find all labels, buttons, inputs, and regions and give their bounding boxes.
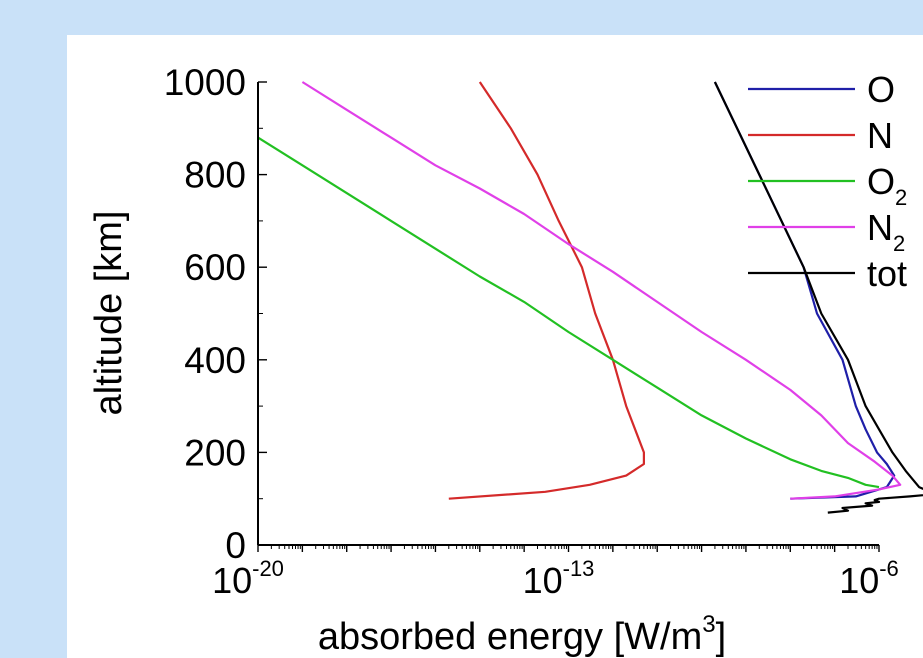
legend-label-o: O: [867, 69, 895, 110]
legend-label-o2: O2: [867, 161, 907, 210]
y-axis-label: altitude [km]: [88, 211, 130, 416]
y-tick-label: 400: [184, 340, 246, 381]
axes-layer: [257, 82, 879, 546]
legend-label-tot: tot: [867, 253, 907, 294]
x-tick-label: 10-20: [212, 556, 284, 601]
legend-label-n: N: [867, 115, 893, 156]
ticks-layer: 10-20 10-13 10-6 0 200 400 600 800 1000: [164, 62, 899, 601]
y-tick-label: 1000: [164, 62, 246, 103]
series-line-n: [448, 81, 645, 500]
series-line-o2: [257, 136, 880, 489]
x-tick-label: 10-13: [523, 556, 595, 601]
series-line-n2: [301, 81, 902, 500]
y-tick-label: 600: [184, 247, 246, 288]
legend-label-n2: N2: [867, 207, 905, 256]
y-tick-label: 0: [225, 525, 246, 566]
x-axis-label: absorbed energy [W/m3]: [318, 611, 726, 658]
y-tick-label: 800: [184, 155, 246, 196]
altitude-absorption-chart: 10-20 10-13 10-6 0 200 400 600 800 1000 absorbed…: [88, 62, 923, 658]
x-tick-label: 10-6: [839, 556, 899, 601]
series-layer: [257, 81, 923, 514]
series-line-tot: [713, 81, 923, 514]
y-tick-label: 200: [184, 432, 246, 473]
chart-panel: 10-20 10-13 10-6 0 200 400 600 800 1000 absorbed…: [67, 35, 923, 658]
